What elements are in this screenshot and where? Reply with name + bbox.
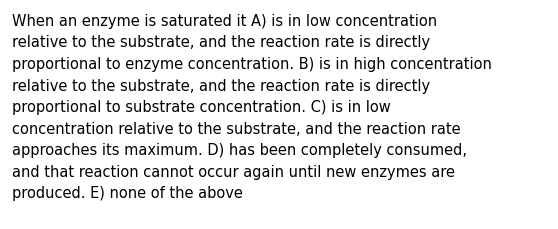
Text: proportional to enzyme concentration. B) is in high concentration: proportional to enzyme concentration. B)… xyxy=(12,57,492,72)
Text: proportional to substrate concentration. C) is in low: proportional to substrate concentration.… xyxy=(12,100,391,114)
Text: concentration relative to the substrate, and the reaction rate: concentration relative to the substrate,… xyxy=(12,121,460,136)
Text: When an enzyme is saturated it A) is in low concentration: When an enzyme is saturated it A) is in … xyxy=(12,14,437,29)
Text: relative to the substrate, and the reaction rate is directly: relative to the substrate, and the react… xyxy=(12,78,430,93)
Text: produced. E) none of the above: produced. E) none of the above xyxy=(12,185,243,200)
Text: and that reaction cannot occur again until new enzymes are: and that reaction cannot occur again unt… xyxy=(12,164,455,179)
Text: relative to the substrate, and the reaction rate is directly: relative to the substrate, and the react… xyxy=(12,35,430,50)
Text: approaches its maximum. D) has been completely consumed,: approaches its maximum. D) has been comp… xyxy=(12,142,467,157)
